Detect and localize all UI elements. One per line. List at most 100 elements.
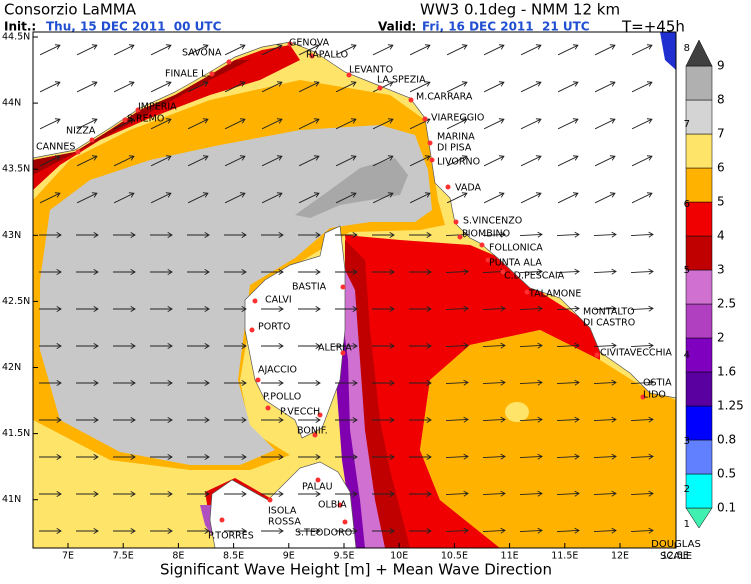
arrow: [593, 305, 617, 312]
arrow: [409, 528, 432, 534]
arrow: [39, 269, 62, 275]
arrow: [409, 306, 432, 312]
arrow: [593, 527, 617, 534]
arrow: [150, 118, 172, 130]
arrow: [482, 379, 506, 386]
arrow: [594, 155, 616, 167]
arrow: [187, 232, 210, 238]
init-label: Init.:: [4, 20, 36, 34]
lon-label: 8.5E: [223, 551, 244, 562]
arrow: [224, 306, 247, 312]
arrow: [593, 453, 617, 460]
arrow: [113, 155, 135, 167]
arrow: [482, 305, 506, 312]
arrow: [594, 81, 616, 93]
arrow: [39, 192, 61, 204]
arrow: [631, 155, 653, 167]
arrow: [556, 490, 580, 497]
arrow: [261, 269, 284, 275]
arrow: [445, 416, 469, 423]
arrow: [224, 528, 247, 534]
arrow: [39, 155, 61, 167]
arrow: [261, 454, 284, 460]
arrow: [261, 192, 283, 204]
colorbar-band: [685, 473, 713, 509]
map: GENOVA RAPALLO SAVONA FINALE L. LEVANTO …: [32, 31, 677, 549]
arrow: [224, 454, 247, 460]
arrow: [150, 232, 173, 238]
douglas-number: 1: [684, 519, 690, 530]
arrow: [187, 417, 210, 423]
arrow: [445, 490, 469, 497]
arrow: [187, 454, 210, 460]
arrow: [372, 343, 395, 349]
colorbar-level-label: 5: [717, 195, 725, 209]
arrow: [76, 232, 99, 238]
lon-label: 10E: [390, 551, 408, 562]
arrow: [39, 491, 62, 497]
arrow: [519, 416, 543, 423]
lon-label: 12E: [611, 551, 629, 562]
colorbar-band: [685, 371, 713, 407]
colorbar-level-label: 9: [717, 59, 725, 73]
arrow: [187, 44, 209, 56]
arrow: [409, 343, 432, 349]
arrow: [224, 417, 247, 423]
arrow: [519, 305, 543, 312]
arrow: [298, 417, 321, 423]
colorbar-band: [685, 337, 713, 373]
lat-label: 42.5N: [2, 296, 30, 307]
place-label: ROSSA: [268, 517, 301, 528]
arrow: [76, 155, 98, 167]
arrow: [445, 379, 469, 386]
arrow: [224, 232, 247, 238]
lon-label: 9.5E: [333, 551, 354, 562]
arrow: [187, 118, 209, 130]
arrow: [298, 118, 320, 130]
colorbar-high-triangle: [685, 39, 713, 67]
arrow: [519, 527, 543, 534]
arrow: [150, 380, 173, 386]
lon-label: 12.5E: [662, 551, 689, 562]
arrow: [593, 342, 617, 349]
arrow: [557, 118, 579, 130]
arrow: [261, 380, 284, 386]
arrow: [335, 118, 357, 130]
lon-label: 8E: [172, 551, 184, 562]
arrow: [372, 528, 395, 534]
arrow: [261, 232, 284, 238]
arrow: [372, 306, 395, 312]
arrow: [39, 380, 62, 386]
lead-time: T=+45h: [621, 18, 685, 36]
arrow: [520, 44, 542, 56]
arrow: [113, 417, 136, 423]
lat-label: 42N: [2, 362, 21, 373]
arrow: [187, 491, 210, 497]
arrow: [594, 44, 616, 56]
lon-label: 9E: [283, 551, 295, 562]
arrow: [298, 528, 321, 534]
title-right: WW3 0.1deg - NMM 12 km: [420, 1, 620, 19]
place-label: PORTO: [258, 322, 290, 333]
place-label: IMPERIA: [138, 102, 177, 113]
arrow: [372, 44, 394, 56]
arrow: [298, 155, 320, 167]
douglas-label: DOUGLAS: [651, 539, 701, 550]
arrow: [224, 343, 247, 349]
arrow: [187, 155, 209, 167]
colorbar-level-label: 0.1: [717, 501, 736, 515]
arrow: [409, 454, 432, 460]
arrow: [630, 527, 654, 534]
arrow: [39, 118, 61, 130]
arrow: [113, 269, 136, 275]
arrow: [372, 454, 395, 460]
arrow: [335, 306, 358, 312]
arrow: [335, 417, 358, 423]
arrow: [335, 343, 358, 349]
lon-label: 7E: [62, 551, 74, 562]
arrow: [113, 118, 135, 130]
place-label: ALERIA: [318, 343, 352, 354]
arrow: [482, 342, 506, 349]
arrow: [76, 380, 99, 386]
arrow: [150, 528, 173, 534]
